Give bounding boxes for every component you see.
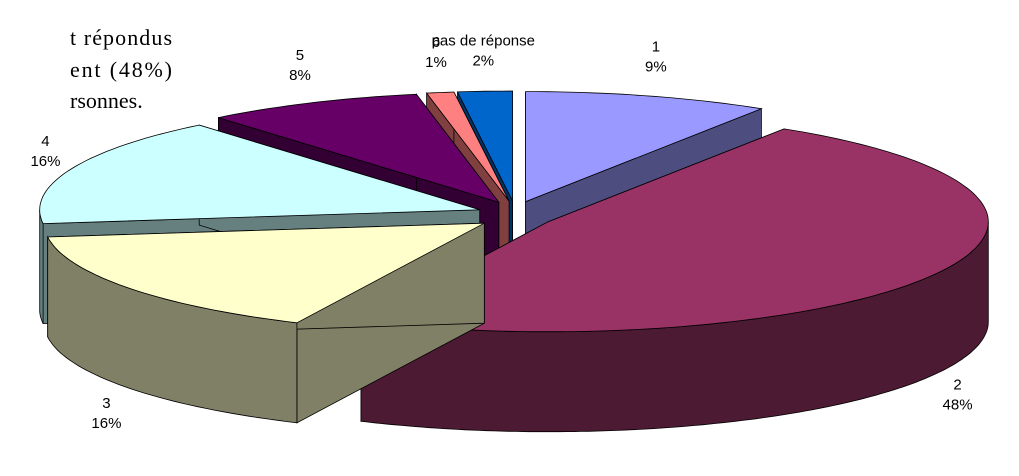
slice-top <box>39 124 480 225</box>
data-label-value: 16% <box>30 153 60 170</box>
data-label-value: 48% <box>943 396 973 413</box>
data-label-category: 3 <box>102 395 110 412</box>
data-label-category: 2 <box>953 376 961 393</box>
data-label-category: 5 <box>296 47 304 64</box>
data-label-category: 6 <box>432 34 440 51</box>
text-line: ent (48%) <box>70 57 172 82</box>
data-label-category: 4 <box>41 133 49 150</box>
slice-top <box>359 128 989 333</box>
text-line: t répondus <box>70 25 172 50</box>
slice <box>47 222 485 424</box>
data-label-category: pas de réponse <box>432 32 535 49</box>
data-label-value: 1% <box>425 54 447 71</box>
slice-wall <box>39 209 44 324</box>
data-label-value: 2% <box>472 52 494 69</box>
data-label-value: 16% <box>91 415 121 432</box>
text-line: rsonnes. <box>70 88 143 113</box>
slice-top <box>218 93 500 204</box>
slice-top <box>525 91 763 203</box>
slice-top <box>47 222 485 324</box>
slice-top <box>456 90 513 202</box>
data-label-category: 1 <box>652 38 660 55</box>
data-label-value: 9% <box>645 58 667 75</box>
slice-top <box>425 91 510 202</box>
data-label-value: 8% <box>289 67 311 84</box>
